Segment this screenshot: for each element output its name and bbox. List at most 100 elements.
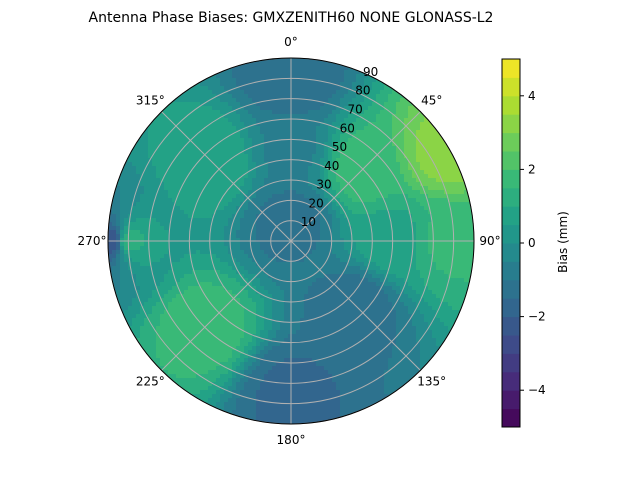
contour-cell [336,198,341,203]
contour-cell [280,138,285,143]
contour-cell [208,262,213,267]
contour-cell [436,206,441,211]
contour-cell [420,214,425,219]
contour-cell [432,266,437,271]
contour-cell [304,262,309,267]
contour-cell [324,206,329,211]
contour-cell [380,150,385,155]
contour-cell [380,98,385,103]
contour-cell [320,210,325,215]
contour-cell [412,166,417,171]
contour-cell [300,98,305,103]
contour-cell [312,166,317,171]
contour-cell [280,210,285,215]
contour-cell [300,170,305,175]
contour-cell [260,266,265,271]
contour-cell [372,234,377,239]
contour-cell [264,246,269,251]
contour-cell [320,182,325,187]
contour-cell [140,266,145,271]
contour-cell [432,186,437,191]
contour-cell [192,158,197,163]
contour-cell [472,250,474,255]
contour-cell [336,246,341,251]
contour-cell [136,158,141,163]
contour-cell [208,278,213,283]
contour-cell [208,162,213,167]
contour-cell [356,106,361,111]
contour-cell [336,186,341,191]
contour-cell [252,214,257,219]
contour-cell [444,210,449,215]
contour-cell [400,190,405,195]
contour-cell [444,306,449,311]
contour-cell [256,218,261,223]
contour-cell [136,246,141,251]
contour-cell [448,218,453,223]
contour-cell [204,174,209,179]
contour-cell [248,230,253,235]
contour-cell [140,250,145,255]
contour-cell [284,82,289,87]
contour-cell [196,170,201,175]
contour-cell [112,282,117,287]
contour-cell [252,294,257,299]
contour-cell [292,70,297,75]
contour-cell [344,174,349,179]
contour-cell [224,182,229,187]
contour-cell [220,118,225,123]
contour-cell [232,218,237,223]
contour-cell [400,266,405,271]
contour-cell [396,298,401,303]
contour-cell [352,218,357,223]
contour-cell [160,298,165,303]
contour-cell [320,110,325,115]
contour-cell [216,238,221,243]
contour-cell [240,82,245,87]
contour-cell [372,178,377,183]
contour-cell [228,146,233,151]
contour-cell [416,218,421,223]
contour-cell [472,270,474,275]
contour-cell [144,158,149,163]
contour-cell [396,186,401,191]
contour-cell [264,266,269,271]
contour-cell [112,274,117,279]
contour-cell [436,202,441,207]
contour-cell [448,194,453,199]
contour-cell [264,82,269,87]
contour-cell [320,242,325,247]
contour-cell [392,262,397,267]
contour-cell [300,258,305,263]
contour-cell [260,186,265,191]
contour-cell [160,142,165,147]
contour-cell [360,150,365,155]
contour-cell [392,286,397,291]
contour-cell [244,210,249,215]
contour-cell [348,74,353,79]
contour-cell [256,94,261,99]
contour-cell [380,126,385,131]
contour-cell [292,210,297,215]
contour-cell [272,94,277,99]
contour-cell [272,234,277,239]
contour-cell [324,294,329,299]
contour-cell [176,106,181,111]
contour-cell [160,286,165,291]
contour-cell [392,202,397,207]
contour-cell [176,186,181,191]
contour-cell [296,106,301,111]
contour-cell [320,258,325,263]
contour-cell [432,270,437,275]
contour-cell [204,290,209,295]
contour-cell [360,214,365,219]
contour-cell [236,142,241,147]
contour-cell [260,282,265,287]
contour-cell [376,278,381,283]
contour-cell [144,122,149,127]
contour-cell [392,218,397,223]
contour-cell [280,86,285,91]
contour-cell [388,282,393,287]
contour-cell [364,290,369,295]
contour-cell [268,142,273,147]
